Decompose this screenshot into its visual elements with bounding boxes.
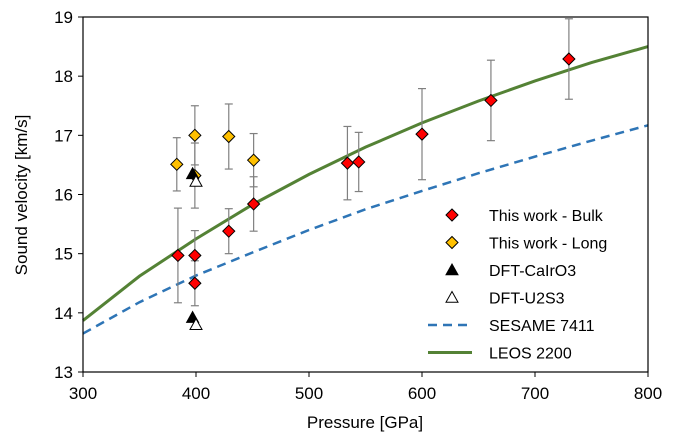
data-point [352,155,366,169]
legend-label: This work - Bulk [489,208,604,225]
legend-label: LEOS 2200 [489,346,572,363]
data-point [415,127,429,141]
legend: This work - Bulk This work - Long DFT-CaIr… [428,208,607,363]
y-tick-label: 17 [54,126,73,145]
legend-label: This work - Long [489,236,607,253]
data-points [170,52,576,330]
data-point [222,224,236,238]
legend-label: DFT-CaIrO3 [489,263,576,280]
data-point [222,129,236,144]
data-point [188,128,202,143]
y-tick-label: 18 [54,67,73,86]
x-tick-label: 300 [69,384,97,403]
data-point [170,157,184,172]
x-tick-label: 700 [521,384,549,403]
y-tick-label: 14 [54,304,73,323]
data-point [562,52,576,66]
legend-symbol [445,235,459,250]
x-axis-title: Pressure [GPa] [307,413,423,432]
legend-symbol [445,208,459,222]
data-point [484,93,498,108]
data-point [246,153,261,167]
x-tick-label: 400 [182,384,210,403]
y-tick-label: 15 [54,245,73,264]
axes: 300 400 500 600 700 800 13 14 15 16 17 18 19 [54,8,662,403]
legend-label: SESAME 7411 [489,318,595,335]
data-point [189,174,203,187]
legend-label: DFT-U2S3 [489,291,565,308]
y-tick-label: 19 [54,8,73,27]
x-tick-label: 500 [295,384,323,403]
y-tick-label: 13 [54,363,73,382]
legend-symbol [445,262,459,276]
data-point [340,156,355,170]
data-point [189,317,203,330]
x-tick-label: 600 [408,384,436,403]
sesame-curve [82,124,649,335]
data-point [188,248,202,263]
legend-symbol [445,290,459,303]
data-point [171,248,185,263]
x-tick-label: 800 [634,384,662,403]
data-point [188,276,202,290]
y-tick-label: 16 [54,186,73,205]
y-axis-title: Sound velocity [km/s] [12,115,31,276]
data-point [246,197,261,211]
